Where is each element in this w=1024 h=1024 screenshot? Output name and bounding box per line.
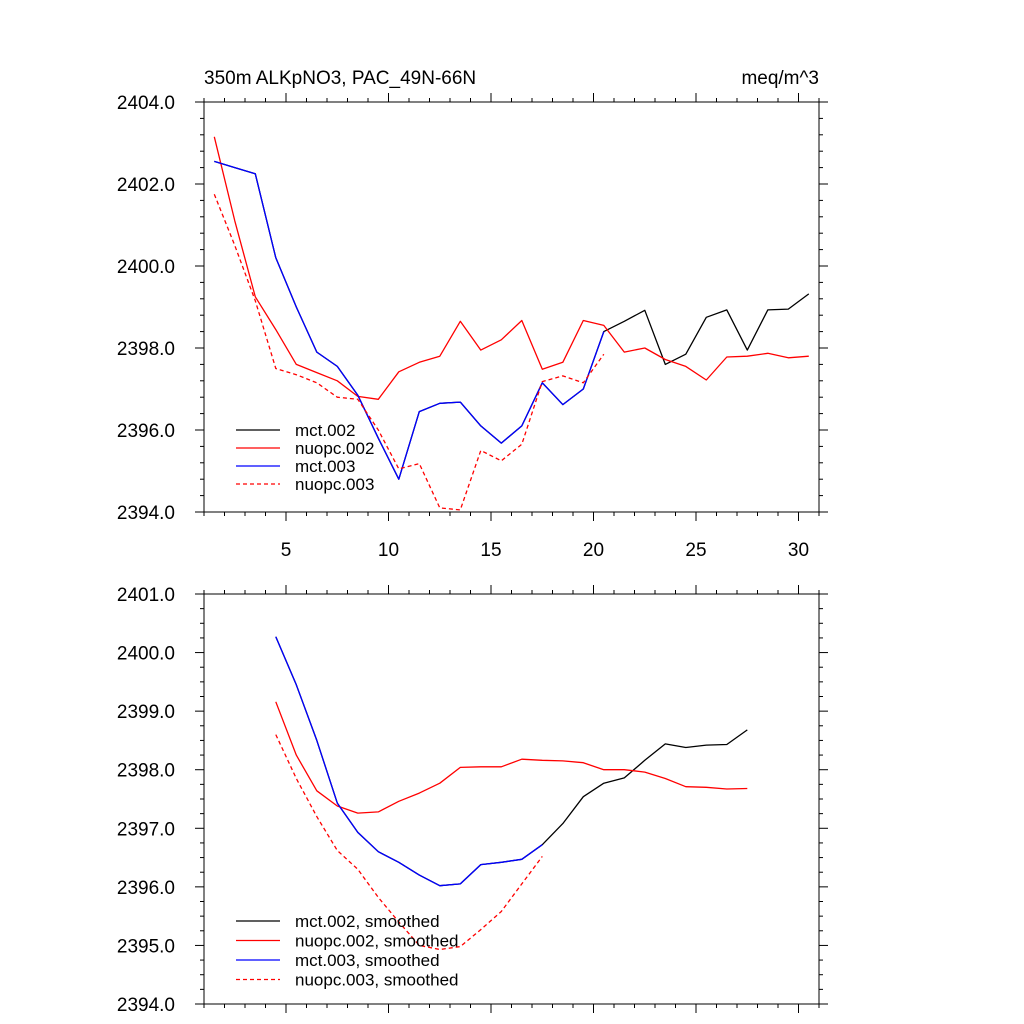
series-line-mct-002-smoothed bbox=[275, 636, 748, 887]
series-line-mct-003-smoothed bbox=[275, 636, 543, 887]
y-tick-label: 2399.0 bbox=[117, 702, 175, 723]
x-tick-label: 30 bbox=[788, 540, 809, 561]
x-tick-label: 15 bbox=[480, 540, 501, 561]
legend-label: nuopc.002, smoothed bbox=[295, 932, 459, 951]
x-tick-label: 10 bbox=[378, 540, 399, 561]
y-tick-label: 2394.0 bbox=[117, 995, 175, 1016]
series-line-mct-003 bbox=[214, 160, 605, 480]
bottom-panel: 2394.0 2395.0 2396.0 2397.0 2398.0 2399.0 2400… bbox=[117, 585, 828, 1016]
y-tick-label: 2398.0 bbox=[117, 761, 175, 782]
x-tick-label: 5 bbox=[281, 540, 292, 561]
y-tick-label: 2402.0 bbox=[117, 175, 175, 196]
legend-label: nuopc.003 bbox=[295, 475, 374, 494]
y-tick-label: 2400.0 bbox=[117, 257, 175, 278]
series-line-nuopc-002-smoothed bbox=[275, 701, 748, 814]
series-line-nuopc-003-smoothed bbox=[275, 734, 543, 951]
y-tick-label: 2395.0 bbox=[117, 936, 175, 957]
series-line-nuopc-002 bbox=[213, 136, 809, 400]
legend-label: nuopc.002 bbox=[295, 439, 374, 458]
y-tick-label: 2401.0 bbox=[117, 585, 175, 606]
y-tick-label: 2400.0 bbox=[117, 644, 175, 665]
legend-label: mct.003 bbox=[295, 457, 355, 476]
y-tick-label: 2394.0 bbox=[117, 503, 175, 524]
y-tick-label: 2397.0 bbox=[117, 819, 175, 840]
legend-label: mct.003, smoothed bbox=[295, 951, 440, 970]
series-line-nuopc-003 bbox=[213, 194, 605, 511]
chart-title: 350m ALKpNO3, PAC_49N-66N bbox=[204, 68, 476, 89]
y-tick-label: 2398.0 bbox=[117, 339, 175, 360]
legend-label: nuopc.003, smoothed bbox=[295, 971, 459, 990]
x-tick-label: 25 bbox=[685, 540, 706, 561]
legend-label: mct.002 bbox=[295, 421, 355, 440]
y-tick-label: 2396.0 bbox=[117, 421, 175, 442]
chart-units: meq/m^3 bbox=[741, 68, 819, 89]
y-tick-label: 2404.0 bbox=[117, 93, 175, 114]
legend-label: mct.002, smoothed bbox=[295, 912, 440, 931]
top-panel: 5 10 15 20 25 30 2394.0 2396.0 2398.0 2400.0 2402.… bbox=[117, 93, 828, 561]
y-tick-label: 2396.0 bbox=[117, 878, 175, 899]
x-tick-label: 20 bbox=[583, 540, 604, 561]
